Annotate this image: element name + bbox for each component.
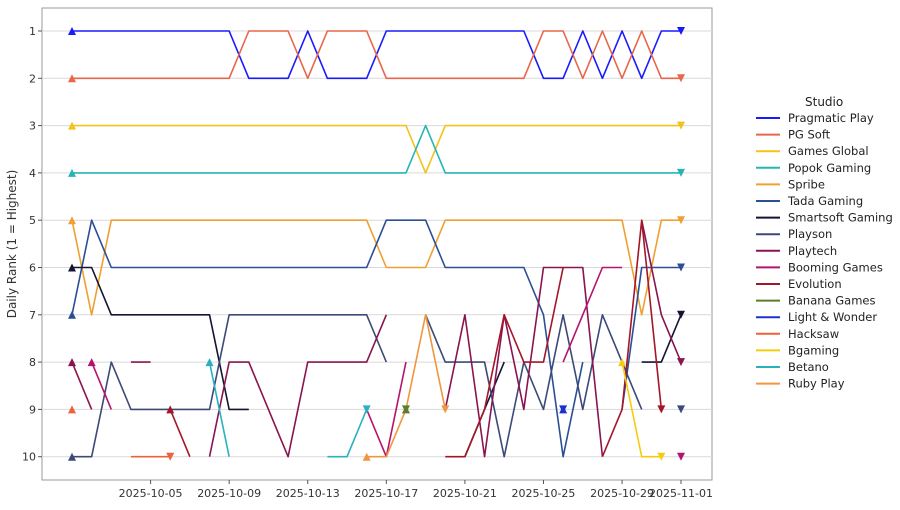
series-line bbox=[72, 313, 388, 458]
y-tick-label: 6 bbox=[29, 262, 36, 275]
series-line bbox=[71, 361, 93, 410]
y-tick-label: 2 bbox=[29, 72, 36, 85]
series-end-marker bbox=[657, 452, 666, 461]
legend: Studio Pragmatic Play PG Soft Games Global… bbox=[756, 95, 893, 391]
series-line bbox=[90, 361, 113, 410]
legend-label: Hacksaw bbox=[788, 327, 839, 341]
y-tick-label: 1 bbox=[29, 25, 36, 38]
series-end-marker bbox=[677, 310, 685, 319]
series-end-marker bbox=[677, 27, 685, 35]
series-line bbox=[621, 361, 662, 458]
series-end-marker bbox=[401, 405, 410, 414]
legend-label: Playtech bbox=[788, 244, 837, 258]
x-tick-label: 2025-10-05 bbox=[119, 487, 183, 500]
series-end-marker bbox=[677, 358, 685, 367]
series-line bbox=[71, 219, 584, 458]
series-line bbox=[444, 266, 604, 458]
series-end-marker bbox=[677, 405, 685, 414]
legend-label: Popok Gaming bbox=[788, 161, 871, 175]
series-end-marker bbox=[677, 263, 685, 272]
legend-label: Smartsoft Gaming bbox=[788, 211, 893, 225]
x-tick-label: 2025-11-01 bbox=[649, 487, 713, 500]
series-line bbox=[424, 313, 643, 458]
series-line bbox=[72, 124, 681, 174]
series-start-marker bbox=[362, 452, 371, 461]
series-start-marker bbox=[68, 74, 76, 83]
legend-label: Tada Gaming bbox=[787, 194, 863, 208]
series-line bbox=[208, 361, 230, 457]
x-tick-label: 2025-10-17 bbox=[354, 487, 418, 500]
legend-label: Games Global bbox=[788, 144, 869, 158]
y-tick-label: 3 bbox=[29, 120, 36, 133]
series-end-marker bbox=[166, 452, 175, 461]
series-start-marker bbox=[87, 358, 96, 367]
x-tick-label: 2025-10-09 bbox=[197, 487, 261, 500]
x-tick-label: 2025-10-29 bbox=[590, 487, 654, 500]
legend-label: Evolution bbox=[788, 277, 842, 291]
legend-label: Banana Games bbox=[788, 294, 876, 308]
y-axis-title: Daily Rank (1 = Highest) bbox=[5, 170, 19, 319]
series-start-marker bbox=[68, 405, 76, 414]
legend-label: Betano bbox=[788, 360, 829, 374]
series-line bbox=[71, 219, 681, 316]
legend-label: PG Soft bbox=[788, 128, 831, 142]
series-end-marker bbox=[677, 74, 685, 83]
legend-label: Pragmatic Play bbox=[788, 111, 874, 125]
series-line bbox=[562, 266, 623, 363]
series-line bbox=[169, 409, 191, 458]
series-end-marker bbox=[559, 405, 568, 414]
legend-label: Booming Games bbox=[788, 260, 883, 274]
series-line bbox=[445, 267, 564, 458]
series-start-marker bbox=[68, 216, 76, 225]
series-start-marker bbox=[68, 121, 76, 130]
x-tick-label: 2025-10-25 bbox=[512, 487, 576, 500]
series-line bbox=[640, 220, 682, 363]
series-line bbox=[327, 409, 368, 458]
series-lines bbox=[71, 30, 682, 458]
series-start-marker bbox=[68, 358, 76, 367]
series-start-marker bbox=[68, 452, 76, 461]
series-markers bbox=[68, 27, 685, 461]
y-tick-label: 4 bbox=[29, 167, 36, 180]
y-tick-label: 5 bbox=[29, 214, 36, 227]
x-axis-ticks: 2025-10-05 2025-10-09 2025-10-13 2025-10-17… bbox=[119, 480, 713, 500]
legend-label: Ruby Play bbox=[788, 377, 845, 391]
series-end-marker bbox=[677, 121, 685, 130]
y-tick-label: 9 bbox=[29, 403, 36, 416]
series-start-marker bbox=[68, 168, 76, 177]
series-end-marker bbox=[677, 216, 685, 225]
series-start-marker bbox=[166, 405, 175, 414]
y-tick-label: 10 bbox=[22, 451, 36, 464]
legend-label: Playson bbox=[788, 227, 832, 241]
series-line bbox=[621, 266, 681, 410]
series-end-marker bbox=[677, 168, 685, 177]
series-end-marker bbox=[362, 405, 371, 414]
x-tick-label: 2025-10-13 bbox=[276, 487, 340, 500]
series-line bbox=[72, 124, 681, 174]
series-line bbox=[641, 314, 682, 363]
legend-label: Light & Wonder bbox=[788, 310, 877, 324]
series-line bbox=[208, 314, 388, 458]
series-start-marker bbox=[68, 310, 76, 319]
series-end-marker bbox=[677, 452, 685, 461]
legend-label: Bgaming bbox=[788, 343, 839, 357]
series-line bbox=[72, 30, 681, 80]
series-end-marker bbox=[657, 405, 666, 414]
series-start-marker bbox=[68, 27, 76, 35]
x-tick-label: 2025-10-21 bbox=[433, 487, 497, 500]
y-axis-ticks: 1 2 3 4 5 6 7 8 9 10 bbox=[22, 25, 42, 464]
y-tick-label: 8 bbox=[29, 356, 36, 369]
series-start-marker bbox=[68, 263, 76, 272]
legend-label: Spribe bbox=[788, 177, 825, 191]
series-end-marker bbox=[441, 405, 450, 414]
series-line bbox=[601, 219, 663, 458]
y-tick-label: 7 bbox=[29, 309, 36, 322]
series-start-marker bbox=[205, 358, 214, 367]
series-start-marker bbox=[618, 358, 627, 367]
legend-title: Studio bbox=[805, 95, 843, 109]
